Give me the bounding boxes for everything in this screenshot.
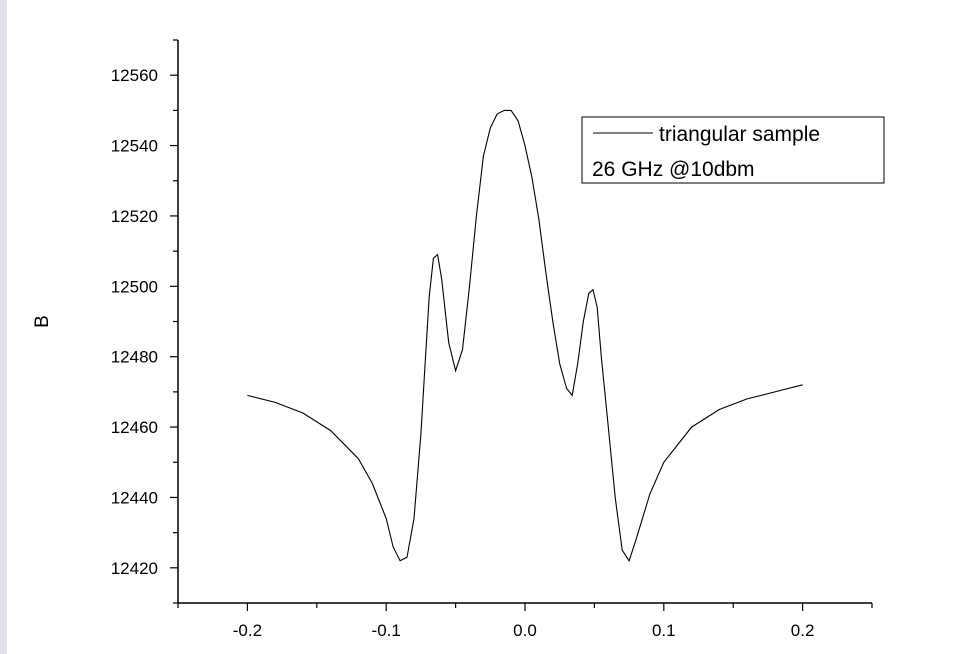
y-tick-label: 12500 <box>111 277 158 296</box>
x-tick-label: -0.1 <box>372 621 401 640</box>
y-tick-label: 12560 <box>111 66 158 85</box>
x-tick-label: 0.1 <box>652 621 676 640</box>
y-tick-label: 12520 <box>111 207 158 226</box>
y-tick-label: 12440 <box>111 488 158 507</box>
axes: -0.2 -0.1 0.0 0.1 0.2 1242012440124601248012… <box>111 39 873 640</box>
legend: triangular sample 26 GHz @10dbm <box>581 116 885 184</box>
y-tick-label: 12460 <box>111 418 158 437</box>
y-tick-label: 12420 <box>111 559 158 578</box>
x-tick-label: -0.2 <box>233 621 262 640</box>
x-axis-ticks: -0.2 -0.1 0.0 0.1 0.2 <box>177 603 873 640</box>
data-line-triangular-sample <box>247 109 803 563</box>
legend-label-series: triangular sample <box>659 123 820 146</box>
y-axis-ticks: 12420 12440 12460 12480 12500 12520 12540 12560 <box>111 39 178 604</box>
x-tick-label: 0.2 <box>791 621 815 640</box>
legend-label-condition: 26 GHz @10dbm <box>592 158 755 181</box>
y-axis-label: B <box>32 315 53 328</box>
y-tick-label: 12540 <box>111 137 158 156</box>
y-tick-label: 12480 <box>111 348 158 367</box>
legend-box <box>581 116 885 184</box>
window-edge-strip <box>0 0 7 654</box>
x-tick-label: 0.0 <box>513 621 537 640</box>
